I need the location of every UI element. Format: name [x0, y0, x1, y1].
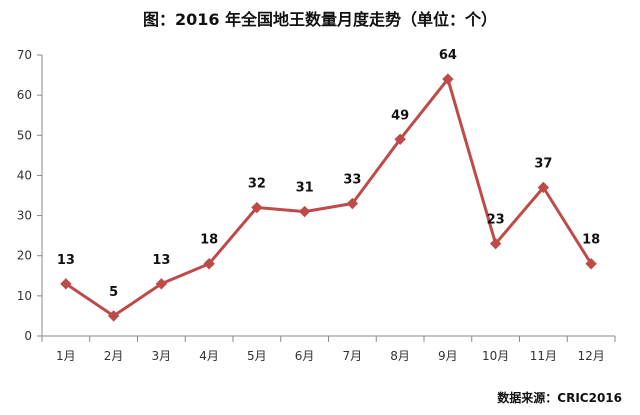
data-point-marker: [346, 197, 359, 210]
x-tick-label: 10月: [482, 349, 509, 363]
data-point-marker: [60, 278, 72, 290]
data-point-marker: [489, 237, 502, 250]
data-point-marker: [537, 181, 550, 194]
x-tick-label: 11月: [530, 349, 557, 363]
data-label: 32: [248, 177, 266, 192]
data-label: 49: [391, 108, 409, 123]
data-label: 5: [109, 285, 118, 300]
x-tick-label: 12月: [577, 349, 604, 363]
y-tick-label: 70: [17, 48, 32, 62]
chart-source: 数据来源：CRIC2016: [497, 391, 622, 405]
data-point-marker: [298, 205, 311, 218]
x-tick-label: 6月: [295, 349, 315, 363]
x-tick-label: 2月: [104, 349, 124, 363]
x-tick-label: 5月: [247, 349, 267, 363]
x-tick-label: 4月: [199, 349, 219, 363]
data-point-marker: [442, 73, 454, 85]
y-tick-label: 30: [17, 209, 32, 223]
x-tick-label: 9月: [438, 349, 458, 363]
data-label: 23: [487, 213, 505, 228]
data-point-marker: [203, 258, 215, 270]
data-label: 33: [343, 173, 361, 188]
y-tick-label: 50: [17, 128, 32, 142]
x-tick-label: 8月: [390, 349, 410, 363]
data-label: 37: [534, 156, 552, 171]
data-point-marker: [155, 278, 168, 290]
data-point-marker: [585, 258, 597, 270]
data-label: 18: [200, 233, 218, 248]
y-tick-label: 0: [24, 329, 32, 343]
x-tick-label: 7月: [343, 349, 363, 363]
data-label: 31: [296, 181, 314, 196]
x-tick-label: 1月: [56, 349, 76, 363]
data-point-marker: [107, 310, 120, 322]
data-label: 13: [57, 253, 75, 268]
data-label: 18: [582, 233, 600, 248]
data-label: 64: [439, 48, 457, 63]
y-tick-label: 10: [17, 289, 32, 303]
chart-title: 图：2016 年全国地王数量月度走势（单位：个）: [142, 10, 498, 29]
y-tick-label: 40: [17, 168, 32, 182]
y-tick-label: 60: [17, 88, 32, 102]
data-point-marker: [394, 133, 406, 146]
data-label: 13: [152, 253, 170, 268]
series-line: [65, 77, 593, 318]
x-tick-label: 3月: [152, 349, 172, 363]
y-tick-label: 20: [17, 249, 32, 263]
data-point-marker: [251, 201, 263, 214]
